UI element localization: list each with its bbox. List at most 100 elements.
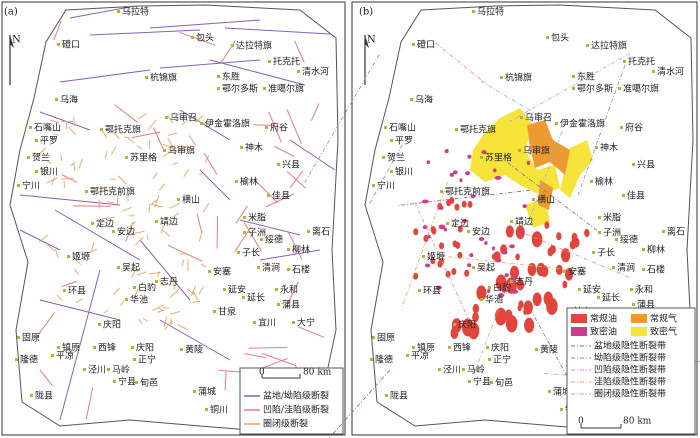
place-name: 黄陵 bbox=[540, 344, 558, 356]
legend-swatch bbox=[631, 327, 647, 336]
fault-trap bbox=[39, 138, 43, 145]
place-name: 镇原 bbox=[62, 342, 80, 354]
tight-oil bbox=[459, 178, 463, 183]
place-name: 西锋 bbox=[98, 342, 116, 354]
place-name: 陇县 bbox=[390, 390, 408, 402]
fault-trap bbox=[172, 162, 179, 165]
place-marker bbox=[83, 368, 86, 371]
place-name: 延安 bbox=[228, 284, 246, 296]
place-marker bbox=[243, 216, 246, 219]
fault-trap bbox=[146, 234, 149, 241]
place-marker bbox=[112, 230, 115, 233]
fault-trap bbox=[162, 229, 171, 237]
north-label: N bbox=[367, 35, 376, 46]
place-marker bbox=[598, 231, 601, 234]
place-name: 佳县 bbox=[272, 190, 290, 202]
legend-label: 洼陷级隐性断裂带 bbox=[594, 376, 666, 388]
fault-depression bbox=[216, 216, 219, 249]
conventional-oil bbox=[562, 280, 568, 289]
place-marker bbox=[597, 296, 600, 299]
fault-trap bbox=[171, 277, 175, 290]
fault-trap bbox=[101, 216, 115, 220]
fault-depression bbox=[34, 312, 56, 340]
place-name: 志丹 bbox=[160, 276, 178, 288]
fault-trap bbox=[192, 290, 199, 301]
place-name: 银川 bbox=[395, 166, 413, 178]
place-marker bbox=[486, 346, 489, 349]
fault-basin bbox=[54, 209, 141, 261]
conventional-oil bbox=[523, 300, 533, 315]
fault-depression bbox=[53, 20, 62, 41]
conventional-oil bbox=[547, 247, 554, 257]
place-marker bbox=[27, 156, 30, 159]
fault-trap bbox=[73, 163, 76, 172]
conventional-oil bbox=[560, 248, 571, 263]
place-name: 托克托 bbox=[273, 56, 300, 68]
place-marker bbox=[382, 156, 385, 159]
fault-trap bbox=[183, 169, 189, 177]
place-marker bbox=[208, 270, 211, 273]
conventional-oil bbox=[518, 300, 524, 309]
conventional-oil bbox=[505, 277, 517, 294]
place-name: 定边 bbox=[96, 218, 114, 230]
place-name: 乌审召 bbox=[525, 112, 552, 124]
place-name: 安边 bbox=[117, 226, 135, 238]
place-name: 乌审旗 bbox=[523, 145, 550, 157]
fault-trap bbox=[162, 143, 175, 150]
place-marker bbox=[422, 255, 425, 258]
place-marker bbox=[500, 76, 503, 79]
legend-label: 盆地级隐性断裂带 bbox=[594, 340, 666, 352]
fault-trap bbox=[105, 186, 109, 193]
place-marker bbox=[257, 266, 260, 269]
hidden-fault-zone bbox=[507, 162, 602, 234]
fault-trap bbox=[157, 271, 160, 278]
legend-label: 圈闭级隐性断裂带 bbox=[594, 388, 666, 400]
conventional-oil bbox=[454, 203, 460, 211]
fault-trap bbox=[78, 158, 84, 169]
place-marker bbox=[100, 128, 103, 131]
place-name: 靖边 bbox=[160, 216, 178, 228]
place-marker bbox=[412, 43, 415, 46]
place-name: 柳林 bbox=[647, 244, 665, 256]
place-marker bbox=[372, 336, 375, 339]
fault-depression bbox=[203, 152, 218, 175]
place-name: 隆德 bbox=[20, 354, 38, 366]
fault-trap bbox=[200, 263, 207, 268]
place-name: 永和 bbox=[280, 284, 298, 296]
conventional-oil bbox=[437, 260, 443, 268]
tight-oil bbox=[466, 263, 472, 268]
place-name: 泾川 bbox=[88, 364, 106, 376]
fault-trap bbox=[134, 230, 145, 234]
fault-trap bbox=[159, 279, 165, 286]
conventional-oil bbox=[476, 285, 487, 301]
fault-trap bbox=[60, 154, 63, 162]
fault-trap bbox=[138, 113, 147, 120]
tight-oil bbox=[461, 219, 467, 224]
fault-trap bbox=[163, 316, 167, 327]
place-name: 陇县 bbox=[35, 390, 53, 402]
place-marker bbox=[390, 170, 393, 173]
conventional-oil bbox=[509, 265, 520, 280]
place-name: 横山 bbox=[537, 194, 555, 206]
place-name: 环县 bbox=[68, 286, 86, 297]
fault-basin bbox=[159, 59, 261, 69]
place-name: 泾川 bbox=[443, 364, 461, 376]
conventional-oil bbox=[445, 270, 451, 278]
panel-frame bbox=[1, 1, 346, 436]
fault-trap bbox=[49, 119, 60, 124]
place-name: 伊金霍洛旗 bbox=[560, 118, 605, 130]
place-name: 延长 bbox=[247, 292, 265, 304]
place-name: 伊金霍洛旗 bbox=[205, 118, 250, 130]
conventional-oil bbox=[430, 257, 436, 265]
place-name: 子洲 bbox=[603, 228, 621, 239]
fault-trap bbox=[134, 236, 144, 246]
fault-trap bbox=[116, 194, 119, 206]
place-marker bbox=[632, 163, 635, 166]
fault-basin bbox=[19, 229, 61, 251]
fault-trap bbox=[181, 119, 189, 126]
tight-oil bbox=[495, 258, 502, 263]
place-name: 安塞 bbox=[213, 266, 231, 278]
conventional-oil bbox=[584, 228, 590, 238]
conventional-gas bbox=[538, 180, 553, 210]
